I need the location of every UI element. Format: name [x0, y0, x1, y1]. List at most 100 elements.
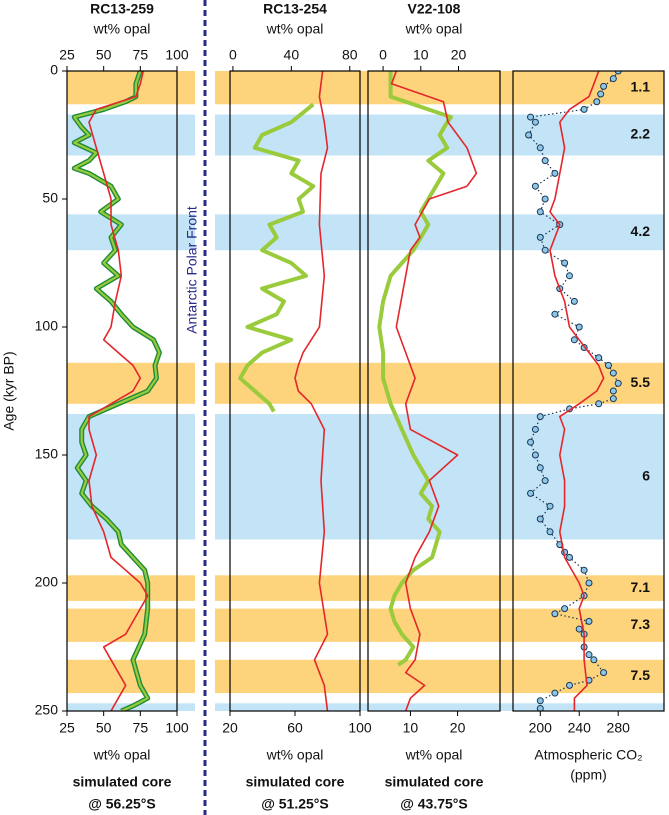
data-point — [536, 144, 544, 152]
stage-band — [215, 659, 664, 694]
data-line — [377, 71, 453, 667]
panel-subtitle: simulated core — [246, 774, 345, 790]
bottom-tick-label: 75 — [133, 720, 149, 736]
data-point — [541, 477, 549, 485]
data-point — [609, 369, 617, 377]
y-tick-label: 50 — [42, 190, 58, 206]
data-point — [580, 105, 588, 113]
y-tick-label: 150 — [35, 446, 59, 462]
y-tick-label: 250 — [35, 702, 59, 718]
panel-frame — [66, 70, 178, 712]
data-point — [531, 425, 539, 433]
data-point — [546, 528, 554, 536]
bottom-axis-label: wt% opal — [405, 747, 463, 763]
data-point — [590, 656, 598, 664]
data-point — [541, 195, 549, 203]
data-point — [595, 354, 603, 362]
data-point — [541, 157, 549, 165]
panel-subtitle: simulated core — [385, 774, 484, 790]
bottom-axis-label: Atmospheric CO₂ — [534, 747, 642, 763]
top-tick-label: 40 — [284, 47, 300, 63]
data-point — [609, 387, 617, 395]
panel-subtitle: simulated core — [73, 774, 172, 790]
bottom-axis-label: wt% opal — [266, 747, 324, 763]
stage-band — [67, 575, 195, 601]
data-point — [551, 689, 559, 697]
plot-area — [71, 71, 162, 711]
stage-band — [215, 608, 664, 642]
bottom-axis-label: wt% opal — [93, 747, 151, 763]
top-tick-label: 10 — [413, 47, 429, 63]
data-line — [238, 102, 316, 413]
bottom-tick-label: 20 — [222, 720, 238, 736]
data-line — [549, 71, 605, 711]
panel-subtitle: @ 51.25°S — [261, 796, 329, 812]
top-tick-label: 75 — [133, 47, 149, 63]
stage-band — [215, 703, 664, 711]
data-point — [595, 400, 603, 408]
data-point — [551, 169, 559, 177]
y-tick-label: 200 — [35, 574, 59, 590]
data-line — [88, 71, 149, 711]
data-point — [561, 605, 569, 613]
bottom-tick-label: 20 — [450, 720, 466, 736]
panel-frame — [229, 70, 361, 712]
data-point — [551, 610, 559, 618]
data-point — [527, 113, 535, 121]
bottom-tick-label: 100 — [165, 720, 189, 736]
bottom-tick-label: 240 — [568, 720, 592, 736]
stage-label: 2.2 — [631, 126, 651, 142]
data-point — [580, 566, 588, 574]
stage-label: 7.1 — [631, 579, 651, 595]
top-axis-label: wt% opal — [266, 21, 324, 37]
y-tick-label: 0 — [50, 62, 58, 78]
data-point — [536, 413, 544, 421]
data-point — [561, 259, 569, 267]
polar-front-label: Antarctic Polar Front — [184, 206, 200, 334]
data-point — [570, 336, 578, 344]
bottom-axis-label: (ppm) — [570, 767, 607, 783]
bottom-tick-label: 50 — [96, 720, 112, 736]
data-point — [575, 625, 583, 633]
data-point — [566, 681, 574, 689]
data-line — [294, 71, 329, 711]
top-tick-label: 100 — [165, 47, 189, 63]
top-tick-label: 50 — [96, 47, 112, 63]
top-tick-label: 80 — [342, 47, 358, 63]
bottom-tick-label: 280 — [607, 720, 631, 736]
data-line — [390, 71, 478, 711]
data-point — [604, 361, 612, 369]
stage-band — [215, 575, 664, 601]
bottom-tick-label: 60 — [287, 720, 303, 736]
stage-label: 7.5 — [631, 667, 651, 683]
data-point — [575, 323, 583, 331]
top-tick-label: 0 — [229, 47, 237, 63]
top-axis-label: wt% opal — [93, 21, 151, 37]
stage-band — [215, 362, 664, 404]
panel-frame — [512, 70, 665, 712]
bottom-tick-label: 100 — [348, 720, 372, 736]
bottom-tick-label: 200 — [529, 720, 553, 736]
data-point — [527, 489, 535, 497]
y-tick-label: 100 — [35, 318, 59, 334]
data-point — [531, 451, 539, 459]
bottom-tick-label: 10 — [403, 720, 419, 736]
data-point — [570, 297, 578, 305]
top-tick-label: 20 — [451, 47, 467, 63]
top-tick-label: 25 — [59, 47, 75, 63]
data-point — [525, 131, 533, 139]
data-point — [551, 310, 559, 318]
top-axis-label: wt% opal — [405, 21, 463, 37]
data-point — [600, 82, 608, 90]
stage-label: 5.5 — [631, 374, 651, 390]
panel-title: RC13-259 — [90, 1, 154, 17]
top-tick-label: 0 — [379, 47, 387, 63]
stage-band — [67, 414, 195, 540]
data-point — [536, 704, 544, 711]
data-point — [527, 438, 535, 446]
plot-area — [377, 71, 478, 711]
y-axis-label: Age (kyr BP) — [1, 351, 17, 430]
data-point — [585, 617, 593, 625]
plot-area — [525, 71, 622, 711]
stage-label: 7.3 — [631, 616, 651, 632]
